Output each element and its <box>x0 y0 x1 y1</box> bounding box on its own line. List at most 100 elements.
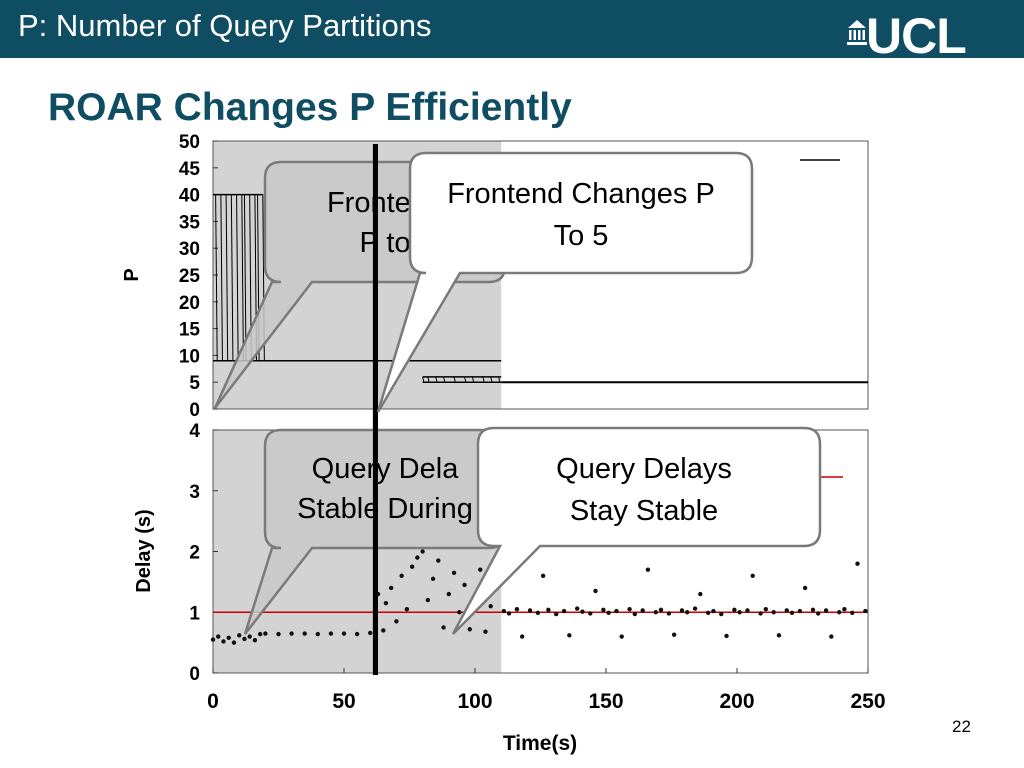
delay-point <box>679 608 685 613</box>
p-transition-line <box>443 376 446 383</box>
delay-point <box>514 607 520 612</box>
delay-point <box>425 597 431 603</box>
callout-delay-front-text: Stay Stable <box>570 495 718 527</box>
delay-point <box>771 610 776 615</box>
delay-point <box>705 610 711 616</box>
delay-point <box>441 625 446 630</box>
page-number: 22 <box>952 717 971 736</box>
top-ytick-label: 25 <box>179 266 201 287</box>
delay-point <box>711 608 716 614</box>
delay-point <box>430 576 436 582</box>
delay-point <box>276 631 281 637</box>
header-bar: P: Number of Query Partitions UCL <box>0 0 1024 64</box>
callout-frontend-front: Frontend Changes P To 5 <box>376 151 754 413</box>
xtick-label: 150 <box>588 690 623 713</box>
delay-point <box>737 610 742 615</box>
p-transition-line <box>225 194 229 361</box>
delay-point <box>802 585 808 591</box>
delay-point <box>784 608 789 613</box>
delay-point <box>632 611 638 617</box>
delay-point <box>863 608 868 614</box>
p-transition-line <box>422 376 425 383</box>
delay-point <box>666 611 672 616</box>
bottom-ytick-label: 2 <box>189 543 200 564</box>
delay-point <box>420 549 425 554</box>
delay-point <box>619 634 624 639</box>
delay-point <box>451 570 457 575</box>
delay-point <box>478 567 483 572</box>
delay-point <box>242 636 247 642</box>
callout-frontend-front-text: To 5 <box>554 220 609 252</box>
p-transition-line <box>453 376 456 383</box>
delay-point <box>698 591 703 597</box>
delay-point <box>567 633 572 638</box>
p-transition-line <box>490 376 493 383</box>
callout-frontend-front-text: Frontend Changes P <box>447 178 715 210</box>
delay-point <box>383 600 389 606</box>
delay-point <box>467 627 472 632</box>
delay-point <box>789 610 795 616</box>
p-transition-line <box>435 376 438 383</box>
delay-point <box>554 611 559 617</box>
p-transition-line <box>220 194 223 361</box>
callout-delay-front-text: Query Delays <box>556 453 732 485</box>
delay-point <box>719 611 724 617</box>
p-transition-line <box>464 376 467 383</box>
delay-point <box>580 609 585 614</box>
delay-point <box>685 610 690 615</box>
delay-point <box>745 608 750 613</box>
bottom-ytick-label: 3 <box>189 482 200 503</box>
delay-point <box>763 607 769 612</box>
delay-point <box>645 567 651 572</box>
delay-point <box>289 631 294 636</box>
p-transition-line <box>236 194 239 361</box>
delay-point <box>836 610 842 615</box>
delay-point <box>210 637 216 642</box>
top-ytick-label: 5 <box>189 373 200 394</box>
ucl-logo: UCL <box>846 8 996 64</box>
delay-point <box>561 608 567 614</box>
delay-point <box>593 588 598 594</box>
callout-delay-front: Query Delays Stay Stable <box>451 426 822 635</box>
top-ytick-label: 40 <box>179 186 200 207</box>
xtick-label: 100 <box>457 690 492 713</box>
delay-point <box>724 633 729 639</box>
delay-point <box>855 561 860 566</box>
p-transition-line <box>471 376 475 383</box>
p-transition-line <box>482 376 485 383</box>
delay-point <box>546 607 551 613</box>
top-ytick-label: 35 <box>179 212 201 233</box>
delay-point <box>226 635 231 640</box>
xtick-label: 250 <box>850 690 885 713</box>
delay-point <box>829 634 834 639</box>
delay-point <box>776 633 782 638</box>
delay-point <box>527 608 533 613</box>
p-transition-line <box>230 194 234 361</box>
xtick-label: 0 <box>207 690 219 713</box>
callout-delay-back-text: Query Dela <box>312 453 460 485</box>
delay-point <box>483 629 488 634</box>
delay-point <box>341 631 347 636</box>
delay-point <box>501 608 507 614</box>
top-ytick-label: 20 <box>179 293 200 314</box>
delay-point <box>810 607 816 613</box>
delay-point <box>252 637 258 643</box>
top-ytick-label: 15 <box>179 320 201 341</box>
callout-delay-back-text: Stable During <box>297 493 473 525</box>
delay-point <box>354 631 360 637</box>
delay-point <box>302 631 307 636</box>
top-ylabel: P <box>121 268 143 281</box>
x-axis-label: Time(s) <box>503 732 577 755</box>
delay-point <box>671 632 677 637</box>
delay-point <box>368 630 373 636</box>
p-transition-line <box>215 194 218 361</box>
delay-point <box>606 610 611 616</box>
delay-point <box>627 607 632 612</box>
bottom-ytick-label: 0 <box>189 664 200 685</box>
delay-point <box>446 591 451 597</box>
delay-point <box>462 582 467 588</box>
delay-point <box>257 631 263 637</box>
portico-icon <box>847 20 867 45</box>
delay-point <box>457 610 462 615</box>
